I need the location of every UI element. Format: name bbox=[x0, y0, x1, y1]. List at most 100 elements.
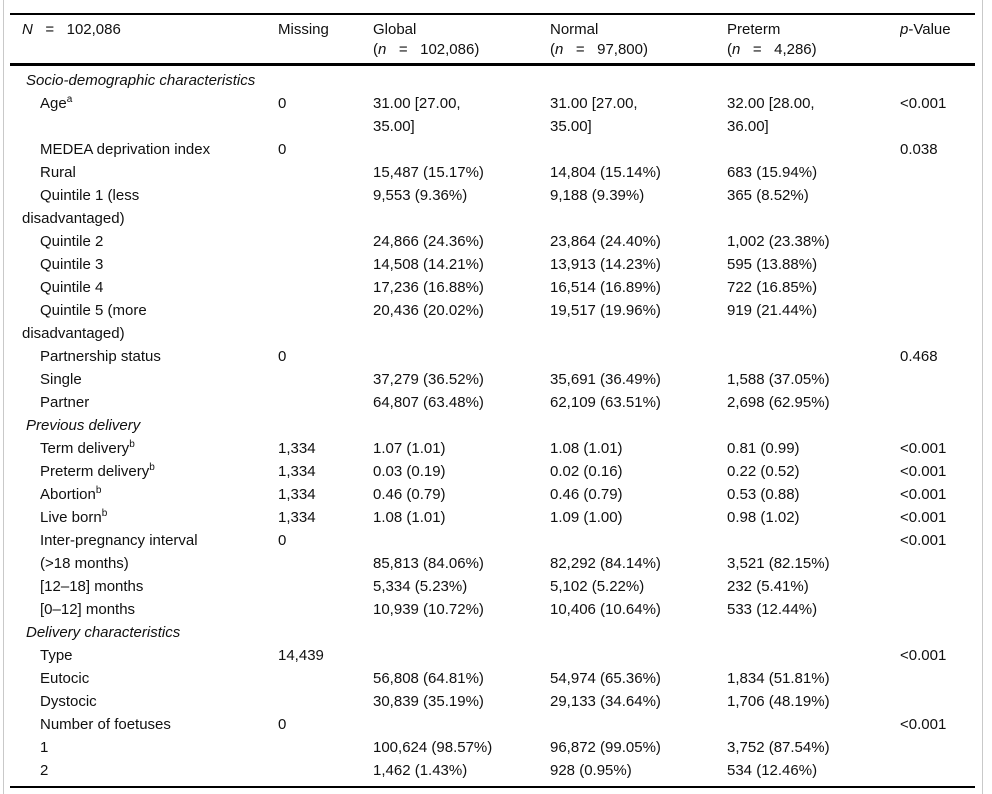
normal-value: 23,864 (24.40%) bbox=[550, 233, 661, 250]
row-label: 1 bbox=[40, 739, 49, 756]
row-label: Partnership status bbox=[40, 348, 161, 365]
table-row: Quintile 4 17,236 (16.88%) 16,514 (16.89… bbox=[10, 276, 975, 299]
table-row: Partnership status 0 0.468 bbox=[10, 345, 975, 368]
table-row: Single 37,279 (36.52%) 35,691 (36.49%) 1… bbox=[10, 368, 975, 391]
missing-value: 14,439 bbox=[278, 647, 324, 664]
row-label-superscript: b bbox=[101, 508, 108, 519]
p-value: 0.468 bbox=[900, 348, 938, 365]
header-normal: Normal (n = 97,800) bbox=[550, 20, 727, 60]
row-label-cell: [12–18] months bbox=[10, 575, 278, 598]
row-label-cell: Live bornb bbox=[10, 506, 278, 529]
normal-value: 9,188 (9.39%) bbox=[550, 187, 645, 204]
table-body: Socio-demographic characteristics Agea 0… bbox=[10, 66, 975, 788]
p-value: 0.038 bbox=[900, 141, 938, 158]
preterm-value: 0.81 (0.99) bbox=[727, 440, 800, 457]
preterm-value: 683 (15.94%) bbox=[727, 164, 818, 181]
global-value: 15,487 (15.17%) bbox=[373, 164, 484, 181]
row-label: Previous delivery bbox=[26, 417, 141, 434]
n-symbol: n bbox=[732, 41, 741, 58]
row-label: Delivery characteristics bbox=[26, 624, 181, 641]
normal-value: 16,514 (16.89%) bbox=[550, 279, 661, 296]
normal-value: 13,913 (14.23%) bbox=[550, 256, 661, 273]
row-label-superscript: b bbox=[95, 485, 102, 496]
preterm-value: 1,706 (48.19%) bbox=[727, 693, 830, 710]
row-label: Type bbox=[40, 647, 73, 664]
global-value: 0.46 (0.79) bbox=[373, 486, 446, 503]
row-label-cell: Rural bbox=[10, 161, 278, 184]
normal-value: 1.09 (1.00) bbox=[550, 509, 623, 526]
preterm-value: 32.00 [28.00, 36.00] bbox=[727, 95, 815, 135]
p-value-label: -Value bbox=[908, 21, 951, 38]
p-value: <0.001 bbox=[900, 509, 947, 526]
global-value: 56,808 (64.81%) bbox=[373, 670, 484, 687]
left-border-line bbox=[3, 0, 4, 794]
normal-value: 62,109 (63.51%) bbox=[550, 394, 661, 411]
row-label: Quintile 3 bbox=[40, 256, 104, 273]
table-row: Eutocic 56,808 (64.81%) 54,974 (65.36%) … bbox=[10, 667, 975, 690]
n-symbol: n bbox=[555, 41, 564, 58]
global-value: 100,624 (98.57%) bbox=[373, 739, 493, 756]
preterm-value: 1,834 (51.81%) bbox=[727, 670, 830, 687]
table-row: Number of foetuses 0 <0.001 bbox=[10, 713, 975, 736]
preterm-value: 534 (12.46%) bbox=[727, 762, 818, 779]
p-value: <0.001 bbox=[900, 486, 947, 503]
row-label: MEDEA deprivation index bbox=[40, 141, 211, 158]
preterm-value: 919 (21.44%) bbox=[727, 302, 818, 319]
row-label-superscript: a bbox=[66, 94, 73, 105]
row-label-cell: Delivery characteristics bbox=[10, 621, 278, 644]
table-row: Dystocic 30,839 (35.19%) 29,133 (34.64%)… bbox=[10, 690, 975, 713]
row-label: Quintile 2 bbox=[40, 233, 104, 250]
normal-value: 31.00 [27.00, 35.00] bbox=[550, 95, 638, 135]
row-label: Abortion bbox=[40, 486, 96, 503]
row-label: Number of foetuses bbox=[40, 716, 171, 733]
row-label: Age bbox=[40, 95, 67, 112]
normal-value: 0.02 (0.16) bbox=[550, 463, 623, 480]
group-name: Global bbox=[373, 21, 417, 38]
row-label-cell: [0–12] months bbox=[10, 598, 278, 621]
table-row: [12–18] months 5,334 (5.23%) 5,102 (5.22… bbox=[10, 575, 975, 598]
missing-value: 0 bbox=[278, 95, 287, 112]
preterm-value: 0.22 (0.52) bbox=[727, 463, 800, 480]
row-label: Inter-pregnancy interval bbox=[40, 532, 198, 549]
global-value: 24,866 (24.36%) bbox=[373, 233, 484, 250]
row-label-cell: Inter-pregnancy interval bbox=[10, 529, 278, 552]
preterm-value: 365 (8.52%) bbox=[727, 187, 809, 204]
header-preterm: Preterm (n = 4,286) bbox=[727, 20, 900, 60]
table-row: Type 14,439 <0.001 bbox=[10, 644, 975, 667]
n-symbol: n bbox=[378, 41, 387, 58]
preterm-value: 0.98 (1.02) bbox=[727, 509, 800, 526]
global-value: 37,279 (36.52%) bbox=[373, 371, 484, 388]
normal-value: 54,974 (65.36%) bbox=[550, 670, 661, 687]
table-row: 2 1,462 (1.43%) 928 (0.95%) 534 (12.46%) bbox=[10, 759, 975, 782]
global-value: 0.03 (0.19) bbox=[373, 463, 446, 480]
row-label: Quintile 1 (less disadvantaged) bbox=[22, 187, 140, 227]
paren: ( bbox=[550, 41, 555, 58]
global-value: 14,508 (14.21%) bbox=[373, 256, 484, 273]
table-row: Inter-pregnancy interval 0 <0.001 bbox=[10, 529, 975, 552]
table-header-row: N = 102,086 Missing Global (n = 102,086) … bbox=[10, 13, 975, 66]
row-label: Eutocic bbox=[40, 670, 90, 687]
row-label-cell: 2 bbox=[10, 759, 278, 782]
preterm-value: 533 (12.44%) bbox=[727, 601, 818, 618]
row-label: Partner bbox=[40, 394, 90, 411]
row-label-cell: Single bbox=[10, 368, 278, 391]
table-row: Rural 15,487 (15.17%) 14,804 (15.14%) 68… bbox=[10, 161, 975, 184]
group-n-value: = 97,800) bbox=[563, 41, 648, 58]
missing-value: 1,334 bbox=[278, 463, 316, 480]
row-label: Preterm delivery bbox=[40, 463, 150, 480]
table-row: Quintile 5 (more disadvantaged) 20,436 (… bbox=[10, 299, 975, 345]
normal-value: 928 (0.95%) bbox=[550, 762, 632, 779]
row-label-cell: Type bbox=[10, 644, 278, 667]
group-n-value: = 4,286) bbox=[740, 41, 817, 58]
group-name: Preterm bbox=[727, 21, 781, 38]
normal-value: 0.46 (0.79) bbox=[550, 486, 623, 503]
row-label-cell: MEDEA deprivation index bbox=[10, 138, 278, 161]
p-value: <0.001 bbox=[900, 716, 947, 733]
row-label: (>18 months) bbox=[40, 555, 129, 572]
table-row: Partner 64,807 (63.48%) 62,109 (63.51%) … bbox=[10, 391, 975, 414]
missing-value: 1,334 bbox=[278, 440, 316, 457]
normal-value: 1.08 (1.01) bbox=[550, 440, 623, 457]
table-row: Delivery characteristics bbox=[10, 621, 975, 644]
global-value: 17,236 (16.88%) bbox=[373, 279, 484, 296]
preterm-value: 2,698 (62.95%) bbox=[727, 394, 830, 411]
